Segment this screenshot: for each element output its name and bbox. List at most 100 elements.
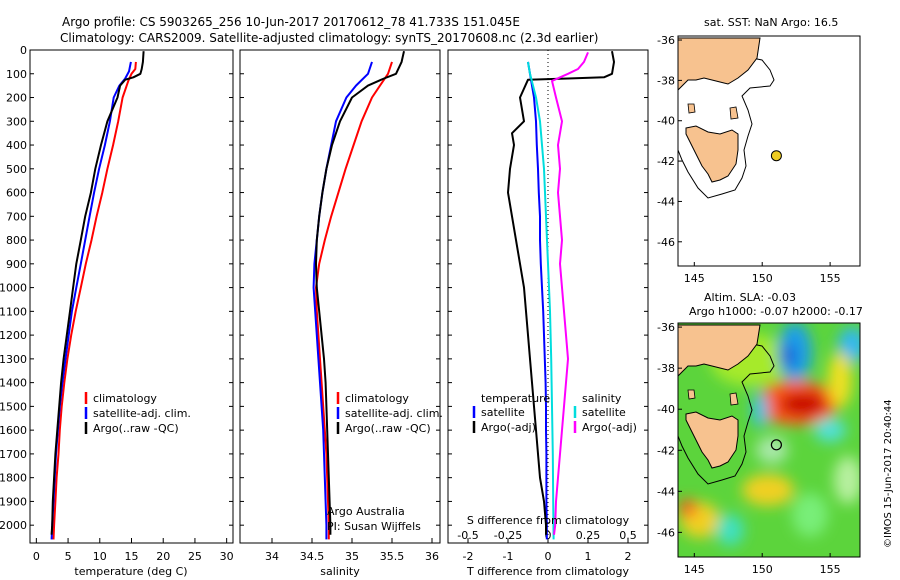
sla-anomaly-blob <box>756 436 788 464</box>
map-x-tick-label: 150 <box>752 272 773 285</box>
sla-map-title-line1: Altim. SLA: -0.03 <box>704 291 796 304</box>
legend-label-sal-argo: Argo(-adj) <box>582 421 637 434</box>
x2-tick-label: -0.5 <box>457 529 478 542</box>
x-tick-label: 34.5 <box>300 550 325 563</box>
map-y-tick-label: -42 <box>657 155 675 168</box>
legend-label-climatology: climatology <box>93 392 157 405</box>
figure-title-line2: Climatology: CARS2009. Satellite-adjuste… <box>60 31 598 45</box>
x-tick-label: 30 <box>220 550 234 563</box>
legend-label-temp-argo: Argo(-adj) <box>481 421 536 434</box>
salinity-axis-ticks: 34 34.5 35 35.5 36 <box>240 49 440 563</box>
x-tick-label: 34 <box>265 550 279 563</box>
sst-map-ticks: 145 150 155 -36 -38 -40 -42 -44 -46 <box>657 34 841 285</box>
x-tick-label: 0 <box>33 550 40 563</box>
difference-x2label: S difference from climatology <box>467 514 630 527</box>
sst-map <box>678 36 860 266</box>
map-x-tick-label: 145 <box>684 272 705 285</box>
map-y-tick-label: -40 <box>657 403 675 416</box>
series-line-climatology <box>315 61 393 540</box>
salinity-series <box>312 50 405 540</box>
legend-label-climatology: climatology <box>345 392 409 405</box>
series-line-satellite-adj-clim <box>312 61 373 540</box>
map-y-tick-label: -38 <box>657 362 675 375</box>
difference-axis-ticks: -2 -1 0 1 2 -0.5 -0.25 0 0.25 0.5 <box>448 49 648 563</box>
australia-mainland <box>678 37 761 91</box>
figure-title-line1: Argo profile: CS 5903265_256 10-Jun-2017… <box>62 15 520 29</box>
annotation-pi: PI: Susan Wijffels <box>327 520 421 533</box>
x-tick-label: -2 <box>463 550 474 563</box>
series-line-satellite-adj-clim <box>50 61 132 540</box>
x2-tick-label: 0.5 <box>619 529 637 542</box>
legend-label-argo: Argo(..raw -QC) <box>93 422 179 435</box>
x-tick-label: 0 <box>545 550 552 563</box>
flinders-island <box>729 392 739 406</box>
difference-xlabel: T difference from climatology <box>466 565 629 578</box>
difference-plot-frame <box>447 49 649 544</box>
series-line-argo-raw-qc <box>50 51 145 535</box>
legend-label-sal-satellite: satellite <box>582 406 626 419</box>
map-y-tick-label: -46 <box>657 236 675 249</box>
temperature-series <box>50 51 145 540</box>
y-tick-label: 1600 <box>0 424 27 437</box>
map-y-tick-label: -44 <box>657 485 675 498</box>
y-tick-label: 800 <box>6 234 27 247</box>
legend-label-satellite-adj: satellite-adj. clim. <box>345 407 443 420</box>
sla-anomaly-blob <box>779 392 827 416</box>
map-y-tick-label: -44 <box>657 195 675 208</box>
salinity-xlabel: salinity <box>320 565 360 578</box>
x-tick-label: 5 <box>65 550 72 563</box>
sla-anomaly-blob <box>780 344 796 368</box>
series-line-salinity-satellite <box>527 61 555 540</box>
imos-timestamp: ©IMOS 15-Jun-2017 20:40:44 <box>883 399 894 548</box>
legend-label-argo: Argo(..raw -QC) <box>345 422 431 435</box>
y-tick-label: 1500 <box>0 400 27 413</box>
tasmania <box>685 125 739 183</box>
x2-tick-label: 0.25 <box>576 529 601 542</box>
sla-map <box>678 323 860 557</box>
legend-label-temp-satellite: satellite <box>481 406 525 419</box>
y-tick-label: 1400 <box>0 377 27 390</box>
y-tick-label: 1000 <box>0 282 27 295</box>
x-tick-label: 25 <box>188 550 202 563</box>
australia-mainland <box>678 324 761 377</box>
legend-title-temperature: temperature <box>481 392 550 405</box>
y-tick-label: 0 <box>20 44 27 57</box>
x2-tick-label: -0.25 <box>494 529 522 542</box>
x-tick-label: 2 <box>625 550 632 563</box>
y-tick-label: 1100 <box>0 305 27 318</box>
difference-legend: temperature salinity satellite Argo(-adj… <box>472 392 637 434</box>
x-tick-label: -1 <box>503 550 514 563</box>
y-tick-label: 100 <box>6 68 27 81</box>
y-tick-label: 200 <box>6 92 27 105</box>
map-x-tick-label: 155 <box>820 563 841 576</box>
sla-anomaly-blob <box>834 456 860 504</box>
salinity-legend: climatology satellite-adj. clim. Argo(..… <box>336 392 443 435</box>
series-line-salinity-argo-adj <box>551 52 589 535</box>
y-tick-label: 400 <box>6 139 27 152</box>
map-y-tick-label: -36 <box>657 321 675 334</box>
x-tick-label: 10 <box>93 550 107 563</box>
map-x-tick-label: 155 <box>820 272 841 285</box>
temperature-plot-frame <box>29 49 234 544</box>
sla-anomaly-blob <box>716 514 744 546</box>
sla-anomaly-blob <box>752 392 768 428</box>
king-island <box>687 389 696 400</box>
difference-series <box>507 51 615 540</box>
map-y-tick-label: -38 <box>657 74 675 87</box>
temperature-axis-ticks: 0 5 10 15 20 25 300100200300400500600700800900… <box>0 44 234 563</box>
map-x-tick-label: 145 <box>684 563 705 576</box>
sst-map-title: sat. SST: NaN Argo: 16.5 <box>704 16 838 29</box>
tasmania <box>685 411 739 469</box>
y-tick-label: 1800 <box>0 472 27 485</box>
shelf-contour <box>678 55 775 199</box>
temperature-legend: climatology satellite-adj. clim. Argo(..… <box>84 392 191 435</box>
map-y-tick-label: -46 <box>657 526 675 539</box>
y-tick-label: 300 <box>6 115 27 128</box>
y-tick-label: 600 <box>6 187 27 200</box>
map-y-tick-label: -36 <box>657 34 675 47</box>
sla-anomaly-blob <box>814 418 846 442</box>
series-line-argo-raw-qc <box>315 50 405 535</box>
sla-anomaly-blob <box>828 352 852 408</box>
annotation-argo-australia: Argo Australia <box>327 505 405 518</box>
y-tick-label: 1700 <box>0 448 27 461</box>
